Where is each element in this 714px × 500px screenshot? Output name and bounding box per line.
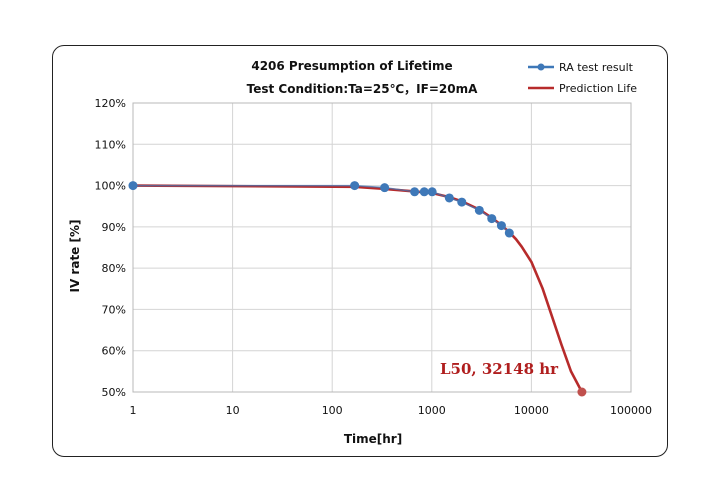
grid-lines — [132, 102, 632, 393]
axis-ticks: 1 10 100 1000 10000 100000 50% 60% 70% 80% 90% 100%… — [95, 97, 652, 417]
plot-area-border — [132, 102, 632, 393]
chart-title: 4206 Presumption of Lifetime — [251, 59, 452, 73]
y-tick-label: 100% — [95, 180, 126, 193]
ra-test-result-point — [444, 193, 454, 203]
x-tick-label: 10 — [226, 404, 240, 417]
y-tick-label: 50% — [102, 386, 126, 399]
ra-test-result-point — [504, 228, 514, 238]
y-tick-label: 120% — [95, 97, 126, 110]
legend-label-ra-test-result: RA test result — [559, 61, 634, 74]
x-tick-label: 1000 — [418, 404, 446, 417]
ra-test-result-point — [380, 183, 390, 193]
x-axis-label: Time[hr] — [344, 432, 402, 446]
x-tick-label: 100000 — [610, 404, 652, 417]
y-axis-label: IV rate [%] — [68, 220, 82, 293]
ra-test-result-point — [487, 214, 497, 224]
x-tick-label: 1 — [130, 404, 137, 417]
ra-test-result-point — [128, 181, 138, 191]
y-tick-label: 110% — [95, 138, 126, 151]
l50-annotation: L50, 32148 hr — [440, 360, 559, 378]
x-tick-label: 10000 — [514, 404, 549, 417]
ra-test-result-point — [427, 187, 437, 197]
ra-test-result-point — [419, 187, 429, 197]
ra-test-result-point — [496, 221, 506, 231]
ra-test-result-line — [133, 184, 510, 234]
y-tick-label: 70% — [102, 303, 126, 316]
y-tick-label: 90% — [102, 221, 126, 234]
y-tick-label: 60% — [102, 345, 126, 358]
chart-subtitle: Test Condition:Ta=25℃，IF=20mA — [247, 82, 478, 96]
ra-test-result-point — [350, 181, 360, 191]
ra-test-result-point — [474, 205, 484, 215]
l50-end-point — [577, 387, 587, 397]
ra-test-result-point — [410, 187, 420, 197]
chart-frame — [52, 45, 668, 457]
x-tick-label: 100 — [322, 404, 343, 417]
legend: RA test result Prediction Life — [528, 61, 637, 95]
legend-marker-ra-test-result — [537, 63, 545, 71]
y-tick-label: 80% — [102, 262, 126, 275]
legend-label-prediction-life: Prediction Life — [559, 82, 637, 95]
ra-test-result-point — [457, 197, 467, 207]
series-layer — [128, 181, 587, 397]
